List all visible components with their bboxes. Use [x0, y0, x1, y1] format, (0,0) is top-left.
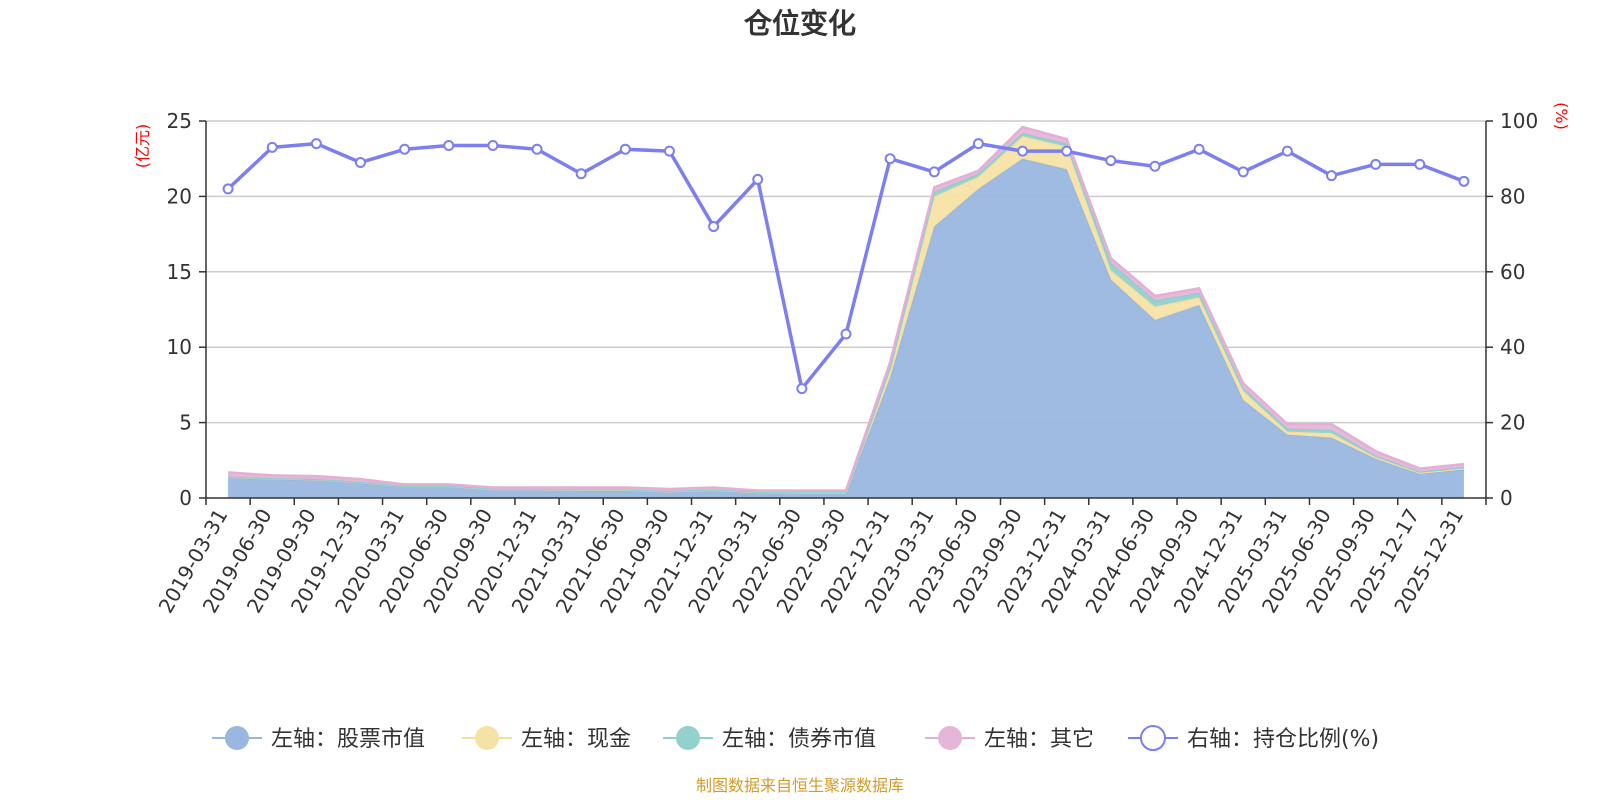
ratio-point — [443, 140, 455, 152]
right-axis-tick-label: 100 — [1500, 109, 1538, 133]
ratio-point — [310, 138, 322, 150]
right-axis-tick-label: 20 — [1500, 411, 1525, 435]
right-axis-tick-label: 80 — [1500, 184, 1525, 208]
data-source-note: 制图数据来自恒生聚源数据库 — [696, 776, 904, 795]
ratio-point — [663, 145, 675, 157]
ratio-point — [708, 221, 720, 233]
ratio-point — [928, 166, 940, 178]
left-axis-unit: (亿元) — [133, 124, 152, 169]
ratio-point — [1458, 175, 1470, 187]
holding-ratio-line — [222, 138, 1470, 395]
ratio-point — [1061, 145, 1073, 157]
ratio-point — [1017, 145, 1029, 157]
legend-marker — [475, 726, 499, 750]
ratio-point — [487, 140, 499, 152]
ratio-point — [1193, 143, 1205, 155]
ratio-point — [531, 143, 543, 155]
ratio-point — [266, 141, 278, 153]
ratio-point — [796, 383, 808, 395]
ratio-point — [575, 168, 587, 180]
legend-label: 左轴：股票市值 — [271, 727, 425, 752]
right-axis-unit: (%) — [1552, 102, 1571, 130]
left-axis-tick-label: 5 — [179, 411, 192, 435]
area-edge-左轴：其它 — [227, 125, 1465, 492]
ratio-point — [1105, 155, 1117, 167]
ratio-point — [1414, 158, 1426, 170]
ratio-point — [752, 173, 764, 185]
ratio-point — [972, 138, 984, 150]
left-axis-tick-label: 20 — [167, 184, 192, 208]
left-axis-tick-label: 25 — [167, 109, 192, 133]
right-axis-tick-label: 60 — [1500, 260, 1525, 284]
chart-title: 仓位变化 — [744, 7, 856, 40]
legend: 左轴：股票市值 左轴：现金 左轴：债券市值 左轴：其它 右轴：持仓比例(%) — [212, 725, 1379, 752]
ratio-point — [884, 153, 896, 165]
ratio-point — [840, 328, 852, 340]
ratio-point — [619, 143, 631, 155]
right-axis-tick-label: 40 — [1500, 335, 1525, 359]
legend-label: 右轴：持仓比例(%) — [1187, 727, 1379, 752]
left-axis-tick-label: 10 — [167, 335, 192, 359]
grid-lines — [206, 120, 1486, 424]
legend-marker — [1140, 725, 1166, 751]
legend-marker — [938, 726, 962, 750]
legend-label: 左轴：现金 — [521, 727, 631, 752]
ratio-point — [1237, 166, 1249, 178]
legend-label: 左轴：债券市值 — [722, 727, 876, 752]
ratio-point — [1149, 160, 1161, 172]
legend-label: 左轴：其它 — [984, 727, 1094, 752]
legend-marker — [676, 726, 700, 750]
area-左轴：股票市值 — [228, 158, 1464, 498]
left-axis-tick-label: 0 — [179, 486, 192, 510]
ratio-point — [1370, 158, 1382, 170]
legend-marker — [225, 726, 249, 750]
ratio-point — [354, 156, 366, 168]
ratio-point — [1326, 170, 1338, 182]
ratio-line-path — [226, 141, 1465, 391]
stacked-areas — [227, 125, 1465, 498]
ratio-point — [222, 183, 234, 195]
ratio-point — [1281, 145, 1293, 157]
right-axis-tick-label: 0 — [1500, 486, 1513, 510]
left-axis-tick-label: 15 — [167, 260, 192, 284]
ratio-point — [399, 143, 411, 155]
